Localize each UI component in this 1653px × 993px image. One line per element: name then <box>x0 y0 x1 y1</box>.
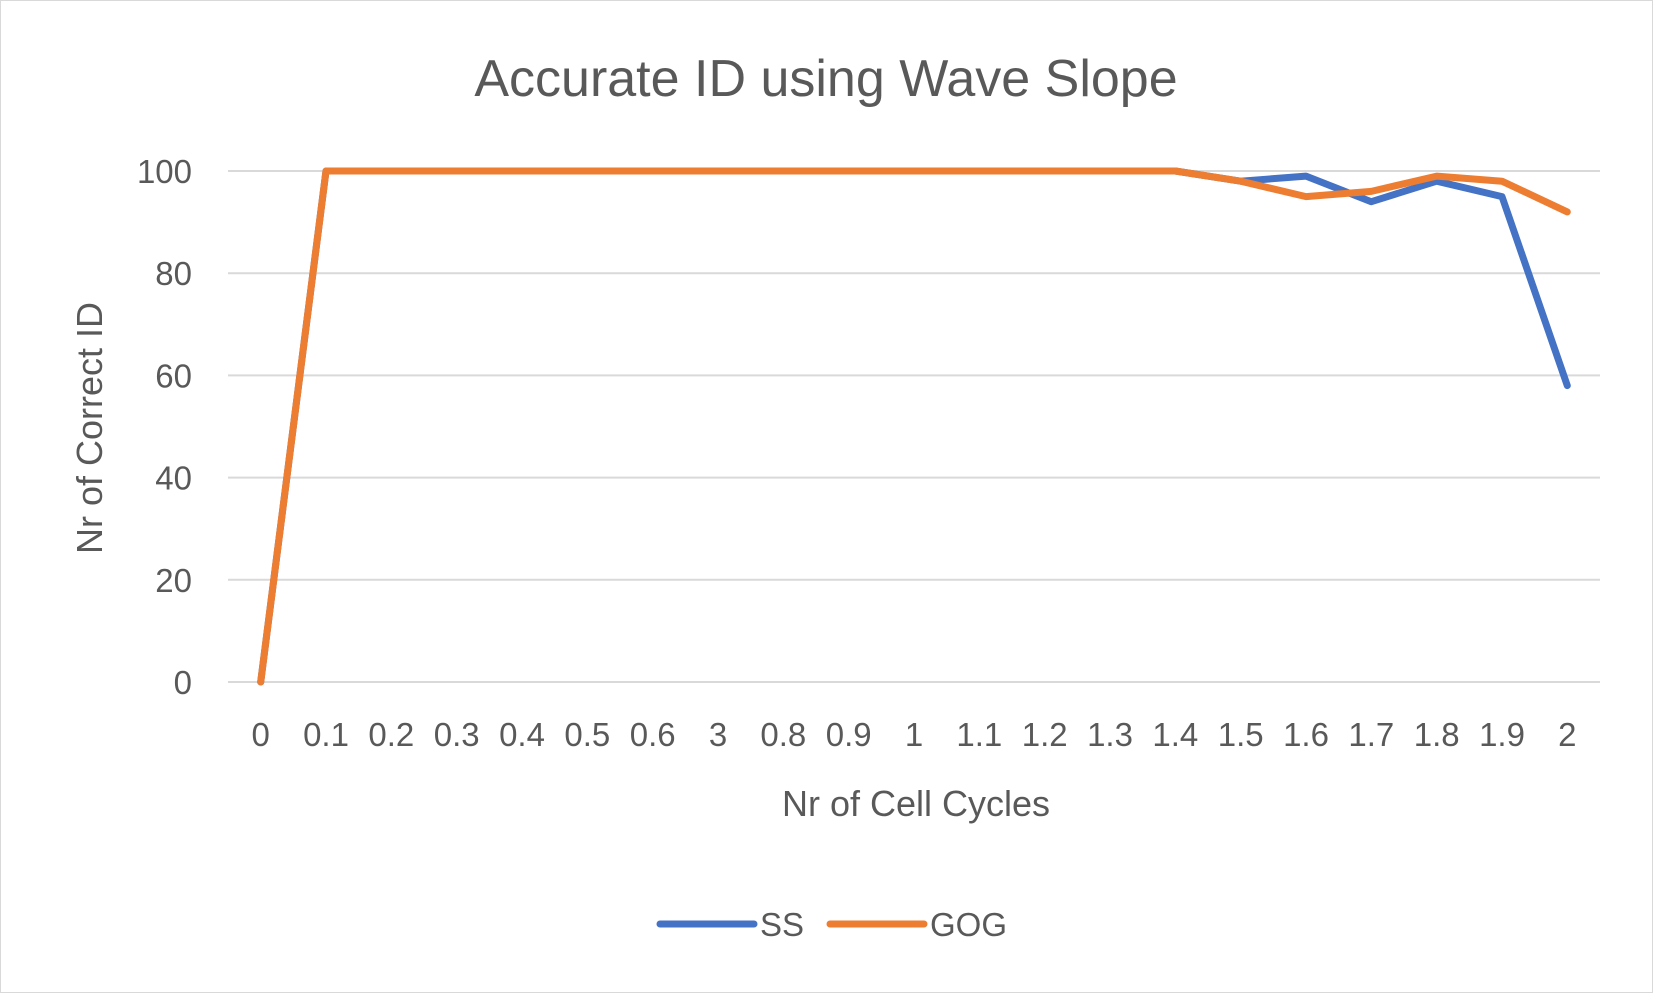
data-point-ss <box>1370 201 1372 203</box>
data-point-gog <box>1501 180 1503 182</box>
data-point-gog <box>1109 170 1111 172</box>
x-tick-label: 0.2 <box>368 716 414 753</box>
x-tick-label: 0.5 <box>564 716 610 753</box>
x-axis-title: Nr of Cell Cycles <box>782 783 1050 824</box>
legend-label-gog: GOG <box>930 906 1007 943</box>
x-tick-label: 1.3 <box>1087 716 1133 753</box>
x-tick-label: 0 <box>251 716 269 753</box>
data-point-gog <box>456 170 458 172</box>
data-point-gog <box>978 170 980 172</box>
data-point-gog <box>1174 170 1176 172</box>
y-tick-label: 80 <box>155 255 192 292</box>
y-tick-label: 40 <box>155 460 192 497</box>
y-axis-title: Nr of Correct ID <box>69 302 110 554</box>
data-point-gog <box>848 170 850 172</box>
y-axis-ticks: 0 20 40 60 80 100 <box>137 153 192 701</box>
data-point-gog <box>1305 196 1307 198</box>
y-tick-label: 20 <box>155 562 192 599</box>
data-point-gog <box>586 170 588 172</box>
x-tick-label: 1.1 <box>956 716 1002 753</box>
x-tick-label: 0.3 <box>434 716 480 753</box>
data-point-gog <box>652 170 654 172</box>
x-tick-label: 2 <box>1558 716 1576 753</box>
y-tick-label: 100 <box>137 153 192 190</box>
x-tick-label: 0.1 <box>303 716 349 753</box>
x-tick-label: 1.4 <box>1152 716 1198 753</box>
x-tick-label: 1.2 <box>1022 716 1068 753</box>
x-tick-label: 0.9 <box>826 716 872 753</box>
data-point-gog <box>521 170 523 172</box>
series-line-gog <box>257 167 1571 686</box>
series-lines <box>257 167 1571 686</box>
data-point-gog <box>325 170 327 172</box>
x-tick-label: 1.5 <box>1218 716 1264 753</box>
x-tick-label: 0.6 <box>630 716 676 753</box>
data-point-gog <box>913 170 915 172</box>
data-point-gog <box>260 681 262 683</box>
x-tick-label: 1.8 <box>1414 716 1460 753</box>
legend: SS GOG <box>656 906 1007 943</box>
data-point-gog <box>1566 211 1568 213</box>
x-tick-label: 1.9 <box>1479 716 1525 753</box>
legend-label-ss: SS <box>760 906 804 943</box>
data-point-ss <box>1305 175 1307 177</box>
data-point-gog <box>1044 170 1046 172</box>
x-axis-ticks: 0 0.1 0.2 0.3 0.4 0.5 0.6 3 0.8 0.9 1 1.1 1.2 1.3 1.4 1… <box>251 716 1576 753</box>
y-tick-label: 0 <box>174 664 192 701</box>
x-tick-label: 1.7 <box>1348 716 1394 753</box>
data-point-gog <box>1436 175 1438 177</box>
data-point-ss <box>1501 196 1503 198</box>
x-tick-label: 3 <box>709 716 727 753</box>
x-tick-label: 1.6 <box>1283 716 1329 753</box>
data-point-gog <box>717 170 719 172</box>
x-tick-label: 1 <box>905 716 923 753</box>
chart-title: Accurate ID using Wave Slope <box>474 50 1177 108</box>
gridlines <box>228 170 1600 683</box>
data-point-ss <box>1436 180 1438 182</box>
y-tick-label: 60 <box>155 357 192 394</box>
data-point-gog <box>390 170 392 172</box>
x-tick-label: 0.8 <box>760 716 806 753</box>
series-line-ss <box>257 167 1571 686</box>
data-point-gog <box>782 170 784 172</box>
data-point-gog <box>1370 190 1372 192</box>
data-point-ss <box>1566 385 1568 387</box>
data-point-gog <box>1240 180 1242 182</box>
x-tick-label: 0.4 <box>499 716 545 753</box>
